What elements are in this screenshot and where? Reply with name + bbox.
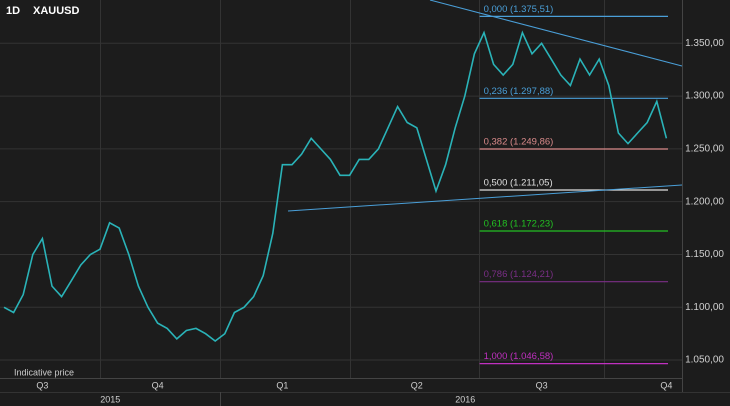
y-tick-label: 1.150,00 (685, 249, 724, 260)
period: 1D (6, 5, 20, 17)
year-label: 2015 (100, 394, 120, 404)
x-axis: Q3 Q4 Q1 Q2 Q3 Q4 2015 2016 (36, 380, 672, 406)
grid (0, 0, 682, 392)
fib-label: 0,382 (1.249,86) (484, 137, 554, 148)
fib-label: 0,236 (1.297,88) (484, 86, 554, 97)
fib-label: 0,786 (1.124,21) (484, 269, 554, 280)
x-tick-label: Q3 (36, 380, 48, 390)
price-series (3, 30, 668, 343)
upper-trendline (429, 0, 683, 67)
y-tick-label: 1.200,00 (685, 196, 724, 207)
x-tick-label: Q1 (276, 380, 288, 390)
y-tick-label: 1.350,00 (685, 38, 724, 49)
chart-title: XAUUSD (33, 5, 80, 17)
fib-label: 0,618 (1.172,23) (484, 219, 554, 230)
fib-label: 0,500 (1.211,05) (484, 178, 553, 189)
year-label: 2016 (455, 394, 475, 404)
fib-label: 0,000 (1.375,51) (484, 4, 554, 15)
y-tick-label: 1.300,00 (685, 91, 724, 102)
lower-trendline (287, 184, 683, 212)
fib-label: 1,000 (1.046,58) (484, 351, 554, 362)
x-tick-label: Q3 (536, 380, 548, 390)
fibonacci-levels: 0,000 (1.375,51) 0,236 (1.297,88) 0,382 (1… (479, 4, 668, 365)
x-tick-label: Q4 (660, 380, 672, 390)
x-tick-label: Q4 (152, 380, 164, 390)
x-tick-label: Q2 (411, 380, 423, 390)
price-line (3, 30, 668, 343)
y-tick-label: 1.100,00 (685, 302, 724, 313)
note: Indicative price (14, 367, 74, 377)
y-tick-label: 1.250,00 (685, 144, 724, 155)
y-tick-label: 1.050,00 (685, 355, 724, 366)
